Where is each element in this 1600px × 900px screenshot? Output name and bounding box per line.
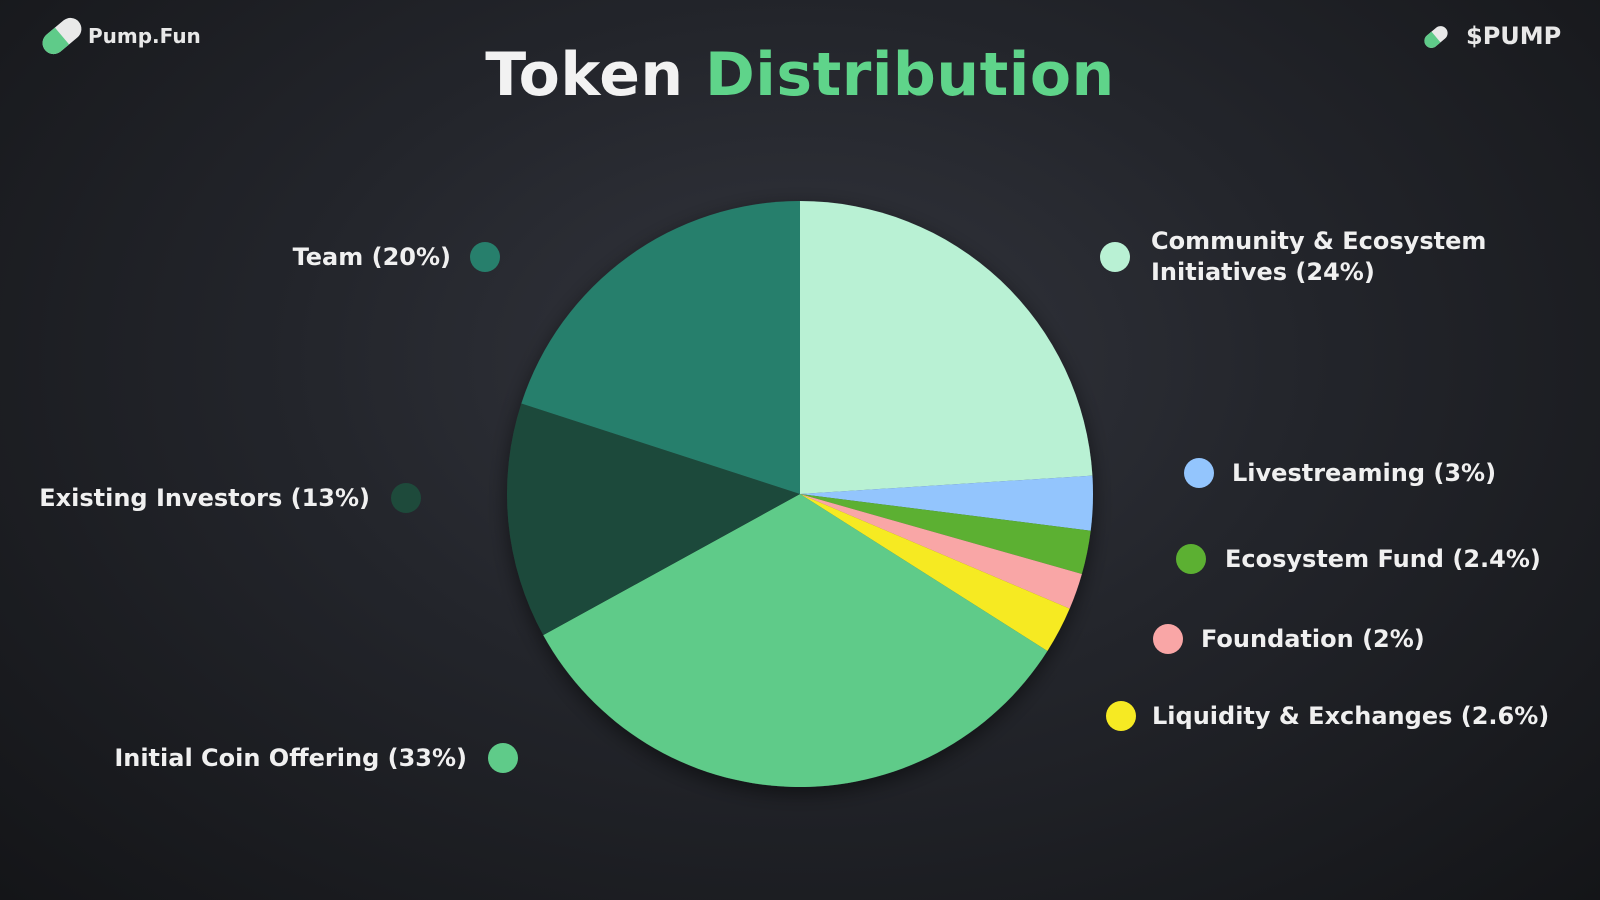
pie-slice xyxy=(800,494,1070,651)
pie-slice xyxy=(521,201,800,494)
legend-label: Team (20%) xyxy=(292,243,451,271)
legend-label: Liquidity & Exchanges (2.6%) xyxy=(1152,702,1550,730)
legend-swatch xyxy=(488,743,518,773)
chart-title: Token Distribution xyxy=(0,40,1600,110)
legend-label: Livestreaming (3%) xyxy=(1232,459,1497,487)
pie xyxy=(506,201,1093,787)
pie-slice xyxy=(800,494,1091,574)
legend-label: Community & Ecosystem Initiatives (24%) xyxy=(1151,227,1487,286)
legend-label: Ecosystem Fund (2.4%) xyxy=(1225,545,1541,573)
title-text: Token xyxy=(485,40,684,110)
legend-swatch xyxy=(1184,458,1214,488)
pie-slice xyxy=(506,403,800,636)
legend-label: Initial Coin Offering (33%) xyxy=(114,744,467,772)
brand: Pump.Fun xyxy=(88,24,201,48)
legend-swatch xyxy=(1106,701,1136,731)
legend-swatch xyxy=(1176,544,1206,574)
legend-swatch xyxy=(391,483,421,513)
ticker-icon xyxy=(1424,26,1448,48)
pie-slice xyxy=(800,201,1093,494)
legend-swatch xyxy=(470,242,500,272)
pie-slice xyxy=(800,475,1093,531)
legend-label: Existing Investors (13%) xyxy=(39,484,370,512)
legend-label: Foundation (2%) xyxy=(1201,625,1425,653)
ticker: $PUMP xyxy=(1466,22,1562,50)
pie-slice xyxy=(800,494,1082,609)
logo-icon xyxy=(42,17,82,55)
legend-swatch xyxy=(1153,624,1183,654)
legend-swatch xyxy=(1100,242,1130,272)
title-highlight: Distribution xyxy=(705,40,1115,110)
pie-slice xyxy=(543,494,1048,787)
